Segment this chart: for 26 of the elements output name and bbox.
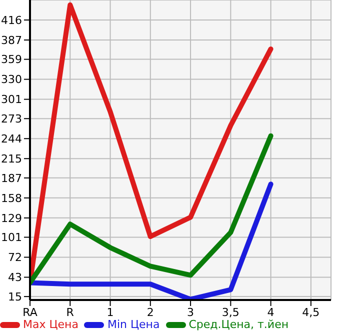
x-tick-label: 4,5 (302, 306, 320, 319)
y-tick-label: 273 (1, 112, 22, 126)
y-tick-label: 101 (1, 231, 22, 244)
y-tick-label: 416 (1, 14, 22, 27)
x-tick-label: 4 (267, 306, 274, 319)
y-tick-label: 330 (1, 73, 22, 86)
y-tick-label: 72 (8, 251, 22, 264)
y-tick-label: 244 (1, 132, 22, 146)
y-tick-label: 129 (1, 212, 22, 225)
x-tick-label: 3,5 (222, 306, 240, 319)
y-tick-label: 158 (1, 192, 22, 205)
x-tick-label: 1 (106, 306, 114, 319)
x-tick-label: 2 (146, 306, 154, 319)
x-tick-label: 3 (187, 306, 194, 319)
y-tick-label: 15 (8, 290, 22, 304)
y-tick-label: 359 (1, 53, 22, 66)
x-tick-label: R (66, 306, 74, 319)
y-tick-label: 387 (1, 34, 22, 47)
legend-label: Max Цена (23, 318, 78, 331)
y-tick-label: 215 (1, 152, 22, 166)
y-tick-label: 43 (8, 271, 22, 284)
y-tick-label: 187 (1, 172, 22, 185)
x-tick-label: RA (22, 306, 38, 319)
legend-label: Min Цена (107, 318, 160, 331)
y-tick-label: 301 (1, 93, 22, 106)
legend-label: Сред.Цена, т.йен (188, 318, 289, 331)
